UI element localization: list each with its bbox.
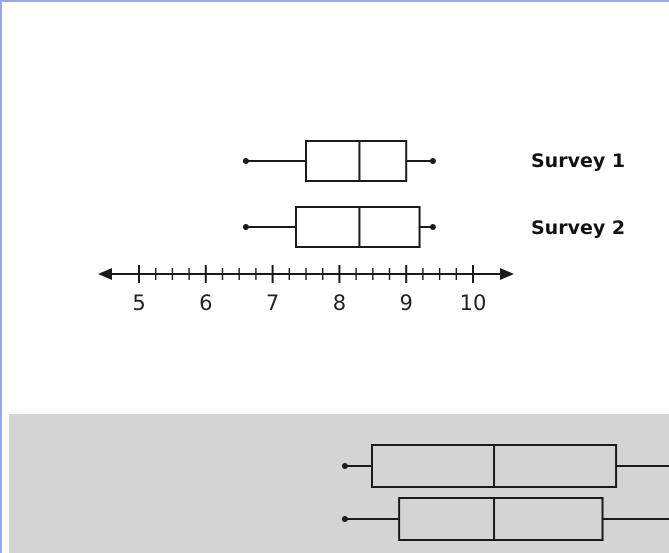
min-point	[242, 158, 249, 164]
axis-left-arrow	[98, 268, 112, 280]
min-point	[242, 224, 249, 230]
iqr-box	[294, 206, 421, 248]
tick-label: 6	[199, 291, 212, 315]
min-point	[341, 463, 348, 469]
survey-1-boxplot	[242, 140, 436, 182]
tick-label: 5	[132, 291, 145, 315]
survey-1-label: Survey 1	[531, 150, 625, 172]
axis-right-arrow	[500, 268, 514, 280]
choice-boxplot-1	[341, 444, 669, 488]
survey-2-boxplot	[242, 206, 436, 248]
tick-label: 10	[460, 291, 487, 315]
answer-choice-panel	[9, 414, 669, 553]
survey-2-label: Survey 2	[531, 217, 625, 239]
tick-label: 9	[400, 291, 413, 315]
max-point	[429, 224, 436, 230]
iqr-box	[305, 140, 408, 182]
tick-label: 8	[333, 291, 346, 315]
choice-boxplot-2	[341, 497, 669, 541]
min-point	[341, 516, 348, 522]
iqr-box	[398, 497, 604, 541]
max-point	[429, 158, 436, 164]
tick-label: 7	[266, 291, 279, 315]
